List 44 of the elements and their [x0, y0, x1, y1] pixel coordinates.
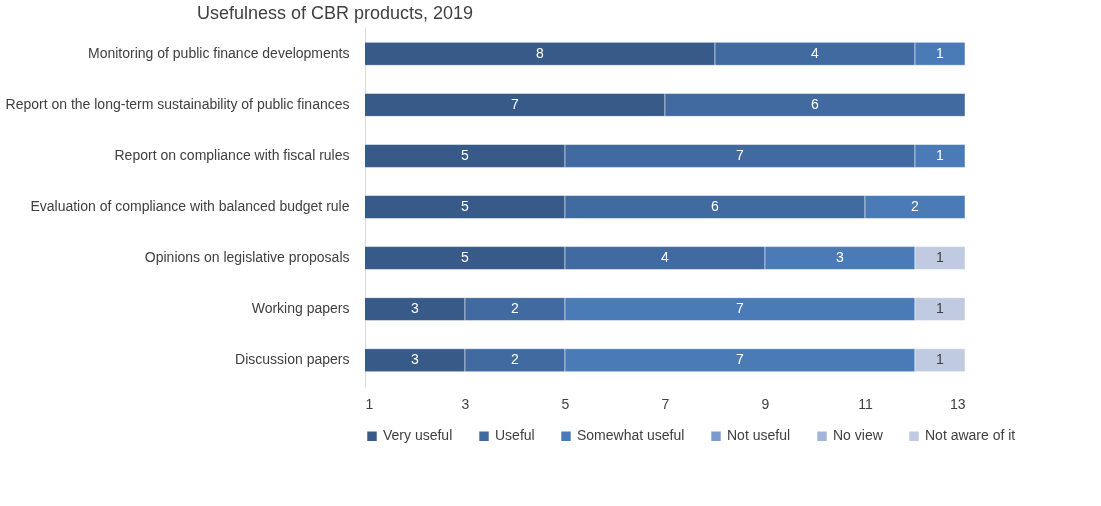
data-label: 7	[736, 300, 745, 317]
x-tick-label: 11	[858, 395, 873, 412]
data-label: 1	[936, 249, 945, 266]
legend-label: Somewhat useful	[577, 427, 685, 444]
legend-label: Not aware of it	[925, 427, 1016, 444]
y-tick-label: Opinions on legislative proposals	[144, 249, 350, 266]
x-tick-label: 7	[661, 395, 670, 412]
data-label: 7	[736, 146, 745, 163]
chart-title: Usefulness of CBR products, 2019	[196, 3, 474, 23]
data-label: 4	[811, 44, 820, 61]
x-tick-label: 5	[561, 395, 570, 412]
legend-label: Very useful	[383, 427, 453, 444]
y-tick-label: Discussion papers	[235, 351, 350, 368]
x-tick-label: 3	[461, 395, 470, 412]
data-label: 1	[936, 44, 945, 61]
data-label: 2	[511, 300, 520, 317]
data-label: 3	[411, 351, 420, 368]
legend-label: No view	[833, 427, 884, 444]
data-label: 6	[811, 95, 820, 112]
data-label: 1	[936, 300, 945, 317]
data-label: 1	[936, 351, 945, 368]
data-label: 7	[736, 351, 745, 368]
y-tick-label: Report on the long-term sustainability of public finances	[5, 95, 350, 112]
legend-label: Not useful	[727, 427, 791, 444]
data-label: 3	[836, 249, 845, 266]
x-tick-label: 13	[949, 395, 966, 412]
data-label: 2	[911, 198, 920, 214]
y-tick-label: Working papers	[251, 300, 350, 317]
data-label: 4	[661, 249, 670, 266]
data-label: 5	[461, 146, 470, 163]
data-label: 7	[511, 95, 520, 112]
y-tick-label: Evaluation of compliance with balanced budget rule	[30, 198, 350, 214]
x-tick-label: 1	[365, 395, 374, 412]
data-label: 3	[411, 300, 420, 317]
data-label: 2	[511, 351, 520, 368]
y-tick-label: Monitoring of public finance developments	[88, 44, 350, 61]
data-label: 5	[461, 198, 470, 214]
data-label: 1	[936, 146, 945, 163]
data-label: 5	[461, 249, 470, 266]
x-tick-label: 9	[761, 395, 770, 412]
legend-label: Useful	[495, 427, 535, 444]
y-tick-label: Report on compliance with fiscal rules	[114, 146, 350, 163]
data-label: 6	[711, 198, 720, 214]
data-label: 8	[536, 44, 545, 61]
